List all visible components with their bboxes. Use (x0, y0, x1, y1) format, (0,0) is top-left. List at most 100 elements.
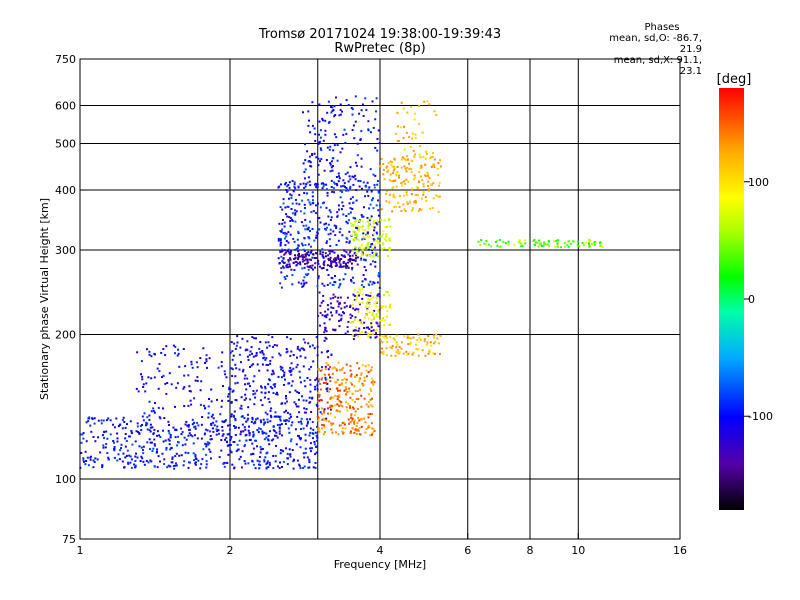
data-point (351, 321, 354, 324)
data-point (309, 161, 312, 164)
data-point (196, 366, 199, 369)
data-point (360, 373, 363, 376)
data-point (329, 170, 332, 173)
data-point (317, 259, 320, 262)
data-point (402, 137, 405, 140)
data-point (261, 448, 264, 450)
data-point (360, 425, 363, 428)
data-point (349, 432, 352, 434)
data-point (310, 365, 312, 368)
data-point (196, 421, 199, 424)
data-point (272, 372, 275, 375)
data-point (279, 423, 282, 426)
data-point (413, 174, 416, 177)
data-point (342, 265, 345, 268)
data-point (276, 344, 278, 347)
data-point (437, 174, 440, 177)
data-point (354, 257, 357, 260)
data-point (410, 193, 413, 196)
data-point (354, 390, 357, 393)
data-point (260, 421, 263, 424)
data-point (331, 106, 334, 109)
data-point (370, 369, 373, 372)
data-point (364, 258, 367, 261)
data-point (376, 305, 378, 308)
data-point (330, 306, 333, 309)
data-point (331, 314, 334, 317)
data-point (367, 225, 370, 228)
data-point (320, 301, 323, 304)
data-point (360, 284, 363, 287)
data-point (401, 181, 404, 184)
data-point (152, 407, 155, 410)
data-point (166, 466, 169, 469)
data-point (352, 406, 354, 409)
data-point (353, 221, 356, 224)
data-point (310, 450, 312, 453)
data-point (369, 217, 372, 220)
data-point (424, 150, 427, 153)
data-point (327, 257, 330, 260)
data-point (357, 329, 360, 332)
data-point (353, 259, 356, 262)
data-point (338, 325, 341, 328)
data-point (278, 427, 281, 430)
data-point (224, 438, 226, 441)
data-point (300, 347, 303, 350)
data-point (265, 467, 268, 470)
data-point (366, 309, 369, 312)
data-point (283, 371, 286, 374)
data-point (210, 422, 213, 425)
data-point (496, 239, 499, 242)
data-point (202, 448, 205, 451)
data-point (339, 151, 342, 154)
data-point (86, 456, 89, 459)
data-point (254, 392, 257, 395)
data-point (252, 355, 255, 358)
data-point (389, 160, 392, 163)
data-point (174, 405, 176, 408)
data-point (350, 279, 352, 281)
data-point (394, 354, 397, 357)
data-point (162, 429, 164, 432)
data-point (153, 428, 156, 431)
data-point (272, 467, 275, 470)
data-point (309, 165, 312, 168)
data-point (307, 226, 310, 229)
data-point (262, 423, 265, 426)
data-point (353, 385, 356, 388)
data-point (367, 333, 370, 336)
data-point (249, 398, 252, 401)
data-point (283, 276, 286, 279)
data-point (189, 399, 192, 402)
data-point (373, 244, 376, 247)
data-point (524, 242, 527, 245)
data-point (338, 399, 340, 402)
data-point (426, 100, 429, 103)
data-point (276, 391, 278, 394)
data-point (327, 368, 330, 371)
data-point (386, 354, 388, 357)
data-point (269, 430, 271, 433)
data-point (361, 323, 363, 325)
data-point (339, 103, 342, 106)
data-point (385, 235, 388, 238)
data-point (324, 310, 327, 313)
data-point (336, 403, 339, 406)
data-point (334, 275, 336, 277)
data-point (346, 237, 349, 240)
data-point (297, 257, 299, 260)
data-point (360, 165, 363, 168)
data-point (204, 362, 207, 364)
data-point (375, 321, 378, 324)
data-point (291, 421, 294, 424)
data-point (286, 336, 289, 339)
data-point (192, 452, 195, 455)
data-point (315, 434, 318, 437)
data-point (222, 421, 225, 424)
data-point (117, 453, 120, 456)
data-point (507, 240, 510, 243)
data-point (240, 404, 243, 407)
data-point (284, 244, 287, 247)
